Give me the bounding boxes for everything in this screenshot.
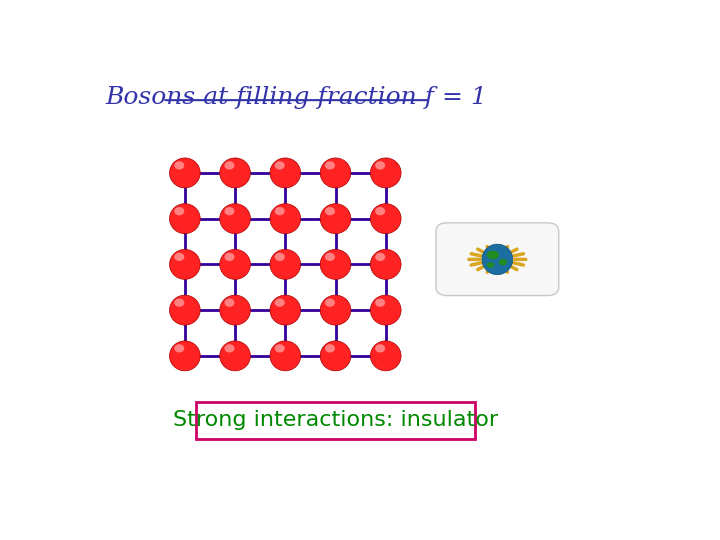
Ellipse shape — [375, 253, 385, 261]
Ellipse shape — [220, 295, 251, 325]
Ellipse shape — [225, 299, 235, 307]
Ellipse shape — [270, 249, 301, 279]
Ellipse shape — [325, 299, 335, 307]
Ellipse shape — [270, 295, 301, 325]
Ellipse shape — [325, 161, 335, 170]
Ellipse shape — [320, 295, 351, 325]
Ellipse shape — [370, 341, 401, 371]
Ellipse shape — [370, 249, 401, 279]
Ellipse shape — [325, 344, 335, 353]
Ellipse shape — [320, 249, 351, 279]
Ellipse shape — [275, 207, 284, 215]
Ellipse shape — [375, 344, 385, 353]
Ellipse shape — [370, 158, 401, 188]
Ellipse shape — [487, 251, 499, 259]
Ellipse shape — [375, 207, 385, 215]
Ellipse shape — [220, 249, 251, 279]
Ellipse shape — [325, 253, 335, 261]
Ellipse shape — [482, 244, 513, 275]
Ellipse shape — [169, 341, 200, 371]
Ellipse shape — [220, 204, 251, 234]
Ellipse shape — [375, 299, 385, 307]
FancyBboxPatch shape — [196, 402, 475, 439]
Ellipse shape — [174, 344, 184, 353]
Ellipse shape — [225, 344, 235, 353]
Ellipse shape — [320, 158, 351, 188]
Ellipse shape — [320, 204, 351, 234]
FancyBboxPatch shape — [436, 223, 559, 295]
Ellipse shape — [174, 207, 184, 215]
Ellipse shape — [220, 158, 251, 188]
Ellipse shape — [320, 341, 351, 371]
Ellipse shape — [174, 253, 184, 261]
Ellipse shape — [487, 262, 495, 268]
Ellipse shape — [375, 161, 385, 170]
Ellipse shape — [370, 295, 401, 325]
Ellipse shape — [169, 204, 200, 234]
Ellipse shape — [275, 253, 284, 261]
Ellipse shape — [225, 161, 235, 170]
Ellipse shape — [325, 207, 335, 215]
Ellipse shape — [270, 341, 301, 371]
Ellipse shape — [499, 259, 507, 266]
Ellipse shape — [270, 158, 301, 188]
Ellipse shape — [225, 207, 235, 215]
Ellipse shape — [275, 344, 284, 353]
Ellipse shape — [169, 158, 200, 188]
Ellipse shape — [220, 341, 251, 371]
Text: Bosons at filling fraction f = 1: Bosons at filling fraction f = 1 — [106, 85, 487, 109]
Ellipse shape — [174, 161, 184, 170]
Ellipse shape — [275, 299, 284, 307]
Ellipse shape — [370, 204, 401, 234]
Ellipse shape — [169, 249, 200, 279]
Ellipse shape — [169, 295, 200, 325]
Text: Strong interactions: insulator: Strong interactions: insulator — [173, 410, 498, 430]
Ellipse shape — [275, 161, 284, 170]
Ellipse shape — [174, 299, 184, 307]
Ellipse shape — [270, 204, 301, 234]
Ellipse shape — [225, 253, 235, 261]
